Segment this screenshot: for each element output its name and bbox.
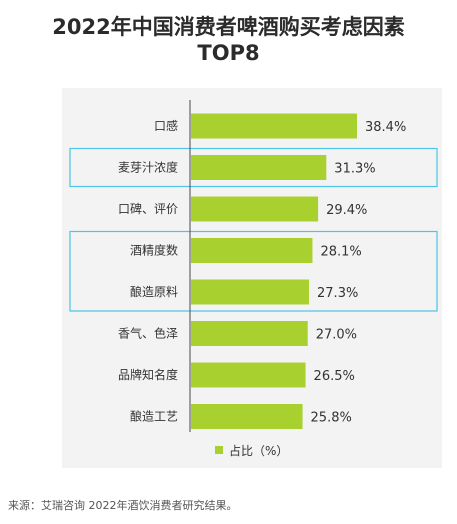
legend-label: 占比（%） [229, 443, 288, 458]
bar [191, 113, 357, 139]
value-label: 26.5% [314, 369, 355, 384]
chart-title-line2: TOP8 [197, 41, 260, 65]
category-label: 酿造原料 [130, 284, 178, 299]
value-label: 25.8% [311, 411, 352, 426]
bar [191, 279, 310, 305]
category-label: 口碑、评价 [118, 201, 178, 216]
highlight-box-2 [69, 230, 438, 312]
category-label: 香气、色泽 [118, 326, 178, 341]
category-label: 酿造工艺 [130, 409, 178, 424]
chart-title-line1: 2022年中国消费者啤酒购买考虑因素 [52, 15, 405, 39]
value-label: 27.0% [316, 328, 357, 343]
value-label: 31.3% [334, 162, 375, 177]
chart-title: 2022年中国消费者啤酒购买考虑因素 TOP8 [0, 14, 457, 66]
category-label: 口感 [154, 118, 178, 133]
bar [191, 404, 303, 429]
category-label: 麦芽汁浓度 [118, 160, 178, 175]
category-label: 品牌知名度 [118, 367, 178, 382]
bar [191, 196, 319, 222]
value-label: 27.3% [317, 286, 358, 301]
bar [191, 238, 313, 263]
bar [191, 321, 308, 346]
highlight-box-1 [69, 147, 438, 188]
legend-swatch [215, 446, 223, 454]
bar [191, 155, 327, 180]
value-label: 29.4% [326, 203, 367, 218]
category-label: 酒精度数 [130, 243, 178, 258]
value-label: 28.1% [320, 245, 361, 260]
source-note: 来源：艾瑞咨询 2022年酒饮消费者研究结果。 [8, 499, 238, 512]
bar [191, 362, 306, 388]
value-label: 38.4% [365, 120, 406, 135]
